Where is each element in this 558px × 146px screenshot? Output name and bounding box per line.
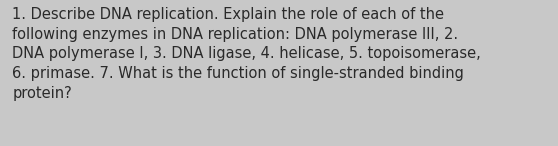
Text: 1. Describe DNA replication. Explain the role of each of the
following enzymes i: 1. Describe DNA replication. Explain the… bbox=[12, 7, 481, 101]
